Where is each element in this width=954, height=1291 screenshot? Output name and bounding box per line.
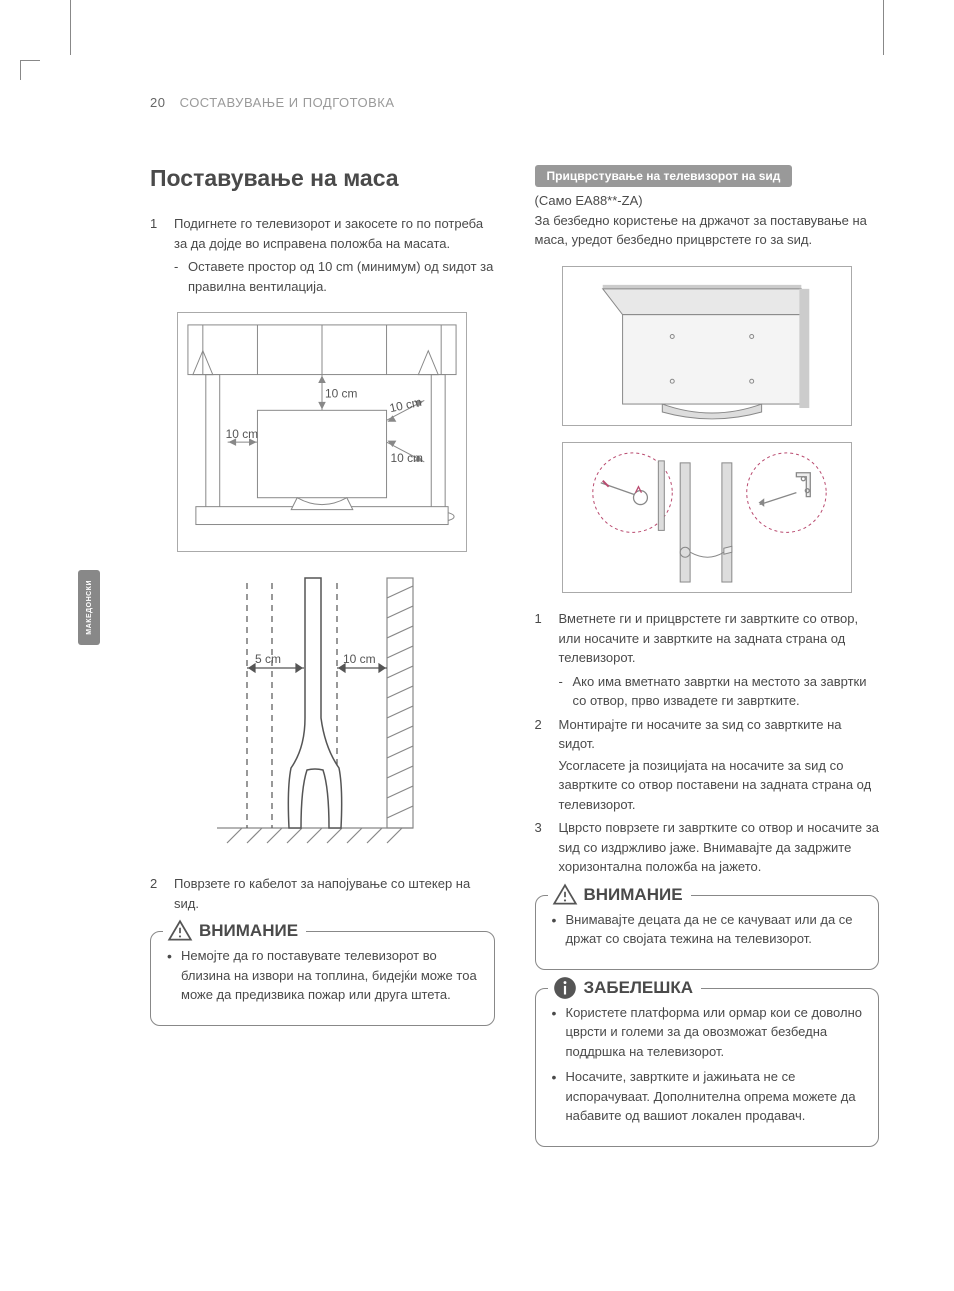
clearance-diagram: 10 cm 10 cm 10 cm 10 cm	[177, 312, 467, 552]
crop-mark	[20, 60, 40, 80]
wall-mount-diagram-1	[562, 266, 852, 427]
dim-right: 10 cm	[391, 451, 424, 465]
language-tab: МАКЕДОНСКИ	[78, 570, 100, 645]
note-item: Користете платформа или ормар кои се дов…	[552, 1003, 863, 1062]
caution-box: ВНИМАНИЕ Немојте да го поставувате телев…	[150, 931, 495, 1026]
caution-title: ВНИМАНИЕ	[163, 918, 306, 944]
dim-side-r: 10 cm	[343, 652, 376, 666]
step-text: Монтирајте ги носачите за ѕид со завртки…	[559, 717, 842, 752]
section-pill: Прицврстување на телевизорот на ѕид	[535, 165, 793, 187]
crop-mark	[70, 0, 71, 55]
step-sub: Ако има вметнато завртки на местото за з…	[559, 672, 880, 711]
r-step-2: Монтирајте ги носачите за ѕид со завртки…	[535, 715, 880, 815]
caution-label: ВНИМАНИЕ	[584, 885, 683, 905]
caution-item: Внимавајте децата да не се качуваат или …	[552, 910, 863, 949]
caution-box-right: ВНИМАНИЕ Внимавајте децата да не се качу…	[535, 895, 880, 970]
dim-right-up: 10 cm	[388, 395, 423, 415]
step-text: Вметнете ги и прицврстете ги завртките с…	[559, 611, 859, 665]
r-step-3: Цврсто поврзете ги завртките со отвор и …	[535, 818, 880, 877]
note-title: ЗАБЕЛЕШКА	[548, 975, 702, 1001]
caution-title: ВНИМАНИЕ	[548, 882, 691, 908]
page-title: Поставување на маса	[150, 165, 495, 192]
step-1: Подигнете го телевизорот и закосете го п…	[150, 214, 495, 296]
intro-text: За безбедно користење на држачот за пост…	[535, 211, 880, 250]
steps-list-2: Поврзете го кабелот за напојување со ште…	[150, 874, 495, 913]
steps-list: Подигнете го телевизорот и закосете го п…	[150, 214, 495, 296]
dim-top: 10 cm	[325, 386, 358, 400]
r-step-1: Вметнете ги и прицврстете ги завртките с…	[535, 609, 880, 711]
right-steps: Вметнете ги и прицврстете ги завртките с…	[535, 609, 880, 877]
step-cont: Усогласете ја позицијата на носачите за …	[559, 756, 880, 815]
warning-icon	[167, 918, 193, 944]
sideview-diagram: 5 cm 10 cm	[177, 568, 467, 858]
note-box: ЗАБЕЛЕШКА Користете платформа или ормар …	[535, 988, 880, 1147]
dim-left: 10 cm	[226, 427, 259, 441]
caution-label: ВНИМАНИЕ	[199, 921, 298, 941]
note-item: Носачите, завртките и јажињата не се исп…	[552, 1067, 863, 1126]
step-sub: Оставете простор од 10 cm (минимум) од ѕ…	[174, 257, 495, 296]
wall-mount-diagram-2	[562, 442, 852, 593]
model-note: (Само EA88**-ZA)	[535, 191, 880, 211]
left-column: Поставување на маса Подигнете го телевиз…	[150, 165, 495, 1147]
page-header: 20 СОСТАВУВАЊЕ И ПОДГОТОВКА	[150, 95, 879, 110]
warning-icon	[552, 882, 578, 908]
section-name: СОСТАВУВАЊЕ И ПОДГОТОВКА	[180, 95, 395, 110]
caution-item: Немојте да го поставувате телевизорот во…	[167, 946, 478, 1005]
dim-side-l: 5 cm	[255, 652, 281, 666]
step-text: Подигнете го телевизорот и закосете го п…	[174, 216, 483, 251]
step-2: Поврзете го кабелот за напојување со ште…	[150, 874, 495, 913]
language-label: МАКЕДОНСКИ	[86, 580, 93, 635]
crop-mark	[864, 0, 884, 55]
note-label: ЗАБЕЛЕШКА	[584, 978, 694, 998]
right-column: Прицврстување на телевизорот на ѕид (Сам…	[535, 165, 880, 1147]
info-icon	[552, 975, 578, 1001]
page-number: 20	[150, 95, 165, 110]
